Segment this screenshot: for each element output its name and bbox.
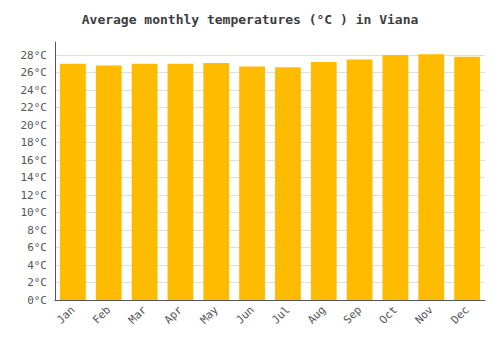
svg-text:0°C: 0°C: [27, 294, 47, 307]
svg-text:18°C: 18°C: [21, 136, 48, 149]
svg-text:May: May: [198, 303, 221, 326]
svg-text:Dec: Dec: [448, 303, 471, 326]
svg-text:Jul: Jul: [269, 303, 292, 326]
svg-text:Feb: Feb: [90, 303, 113, 326]
svg-text:20°C: 20°C: [21, 119, 48, 132]
svg-text:6°C: 6°C: [27, 241, 47, 254]
svg-text:24°C: 24°C: [21, 84, 48, 97]
svg-text:Oct: Oct: [377, 303, 400, 326]
svg-text:14°C: 14°C: [21, 171, 48, 184]
svg-text:22°C: 22°C: [21, 101, 48, 114]
svg-text:10°C: 10°C: [21, 206, 48, 219]
svg-text:26°C: 26°C: [21, 66, 48, 79]
svg-text:4°C: 4°C: [27, 259, 47, 272]
svg-text:Apr: Apr: [162, 303, 185, 326]
svg-text:2°C: 2°C: [27, 276, 47, 289]
svg-text:8°C: 8°C: [27, 224, 47, 237]
svg-text:Sep: Sep: [341, 303, 364, 326]
svg-text:Nov: Nov: [413, 303, 436, 326]
svg-text:16°C: 16°C: [21, 154, 48, 167]
svg-text:12°C: 12°C: [21, 189, 48, 202]
svg-text:Aug: Aug: [305, 303, 328, 326]
svg-text:Jan: Jan: [54, 303, 77, 326]
svg-text:Average monthly temperatures (: Average monthly temperatures (°C ) in Vi…: [82, 12, 419, 27]
svg-text:Jun: Jun: [233, 303, 256, 326]
svg-text:Mar: Mar: [126, 303, 149, 326]
svg-text:28°C: 28°C: [21, 49, 48, 62]
